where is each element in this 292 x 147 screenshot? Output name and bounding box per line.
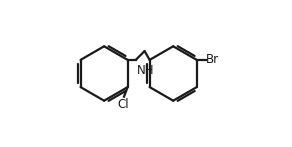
Text: NH: NH xyxy=(137,64,154,77)
Text: Cl: Cl xyxy=(117,98,129,111)
Text: Br: Br xyxy=(206,53,219,66)
